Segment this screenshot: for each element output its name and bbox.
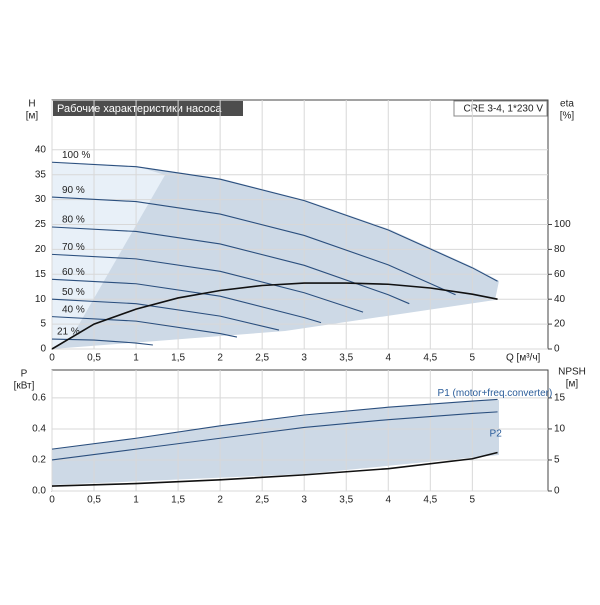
y-tick-label: 0.4 bbox=[32, 424, 46, 435]
y2-tick-label: 20 bbox=[554, 319, 566, 330]
series-label: 70 % bbox=[62, 242, 85, 253]
x-tick-label: 2 bbox=[217, 495, 223, 506]
y2-tick-label: 5 bbox=[554, 455, 560, 466]
curve bbox=[51, 316, 238, 338]
y-label: P bbox=[21, 369, 28, 380]
series-label: 40 % bbox=[62, 304, 85, 315]
y-tick-label: 5 bbox=[40, 319, 46, 330]
series-label: 100 % bbox=[62, 150, 90, 161]
y2-label: eta bbox=[560, 99, 574, 110]
x-label: Q [м³/ч] bbox=[506, 353, 541, 364]
y2-tick-label: 15 bbox=[554, 393, 566, 404]
y-tick-label: 20 bbox=[35, 244, 47, 255]
y2-unit: [м] bbox=[566, 379, 579, 390]
y2-tick-label: 0 bbox=[554, 344, 560, 355]
curve bbox=[51, 278, 322, 324]
x-tick-label: 4 bbox=[385, 495, 391, 506]
title-box bbox=[53, 101, 243, 116]
y-tick-label: 0.2 bbox=[32, 455, 46, 466]
series-label: 50 % bbox=[62, 287, 85, 298]
model-box bbox=[453, 100, 548, 117]
x-tick-label: 1,5 bbox=[171, 495, 185, 506]
x-tick-label: 4 bbox=[385, 353, 391, 364]
y-unit: [м] bbox=[26, 111, 39, 122]
y-tick-label: 15 bbox=[35, 269, 47, 280]
y-tick-label: 0.6 bbox=[32, 393, 46, 404]
curve bbox=[51, 398, 498, 450]
y2-tick-label: 80 bbox=[554, 244, 566, 255]
x-tick-label: 0 bbox=[49, 353, 55, 364]
y2-tick-label: 0 bbox=[554, 486, 560, 497]
series-label: 21 % bbox=[57, 327, 80, 338]
x-tick-label: 3,5 bbox=[339, 353, 353, 364]
x-tick-label: 0 bbox=[49, 495, 55, 506]
x-tick-label: 4,5 bbox=[423, 495, 437, 506]
y-tick-label: 30 bbox=[35, 194, 47, 205]
y2-tick-label: 60 bbox=[554, 269, 566, 280]
x-tick-label: 2 bbox=[217, 353, 223, 364]
curve bbox=[51, 338, 153, 346]
x-tick-label: 5 bbox=[470, 353, 476, 364]
x-tick-label: 3 bbox=[301, 353, 307, 364]
y-tick-label: 0.0 bbox=[32, 486, 46, 497]
x-tick-label: 1 bbox=[133, 495, 139, 506]
x-tick-label: 3 bbox=[301, 495, 307, 506]
y-tick-label: 40 bbox=[35, 144, 47, 155]
series-label: 80 % bbox=[62, 215, 85, 226]
curve bbox=[51, 298, 280, 331]
curve bbox=[51, 253, 364, 313]
y2-unit: [%] bbox=[560, 111, 575, 122]
x-tick-label: 1 bbox=[133, 353, 139, 364]
curve bbox=[51, 411, 498, 461]
y-tick-label: 35 bbox=[35, 169, 47, 180]
curve bbox=[51, 282, 498, 350]
x-tick-label: 0,5 bbox=[87, 495, 101, 506]
series-label: 60 % bbox=[62, 267, 85, 278]
series-label: P2 bbox=[490, 429, 503, 440]
y2-tick-label: 100 bbox=[554, 219, 571, 230]
curve bbox=[51, 161, 498, 282]
y2-tick-label: 10 bbox=[554, 424, 566, 435]
chart-title: Рабочие характеристики насоса bbox=[57, 103, 222, 115]
x-tick-label: 0,5 bbox=[87, 353, 101, 364]
series-label: 90 % bbox=[62, 185, 85, 196]
y-tick-label: 0 bbox=[40, 344, 46, 355]
x-tick-label: 3,5 bbox=[339, 495, 353, 506]
y-tick-label: 10 bbox=[35, 294, 47, 305]
curve bbox=[51, 226, 410, 305]
x-tick-label: 2,5 bbox=[255, 353, 269, 364]
model-label: CRE 3-4, 1*230 V bbox=[464, 104, 544, 115]
curve bbox=[51, 451, 498, 487]
y-tick-label: 25 bbox=[35, 219, 47, 230]
series-label: P1 (motor+freq.converter) bbox=[438, 388, 553, 399]
curve bbox=[51, 196, 456, 296]
y2-tick-label: 40 bbox=[554, 294, 566, 305]
y-label: H bbox=[28, 99, 35, 110]
x-tick-label: 4,5 bbox=[423, 353, 437, 364]
power-area bbox=[52, 400, 499, 485]
x-tick-label: 5 bbox=[470, 495, 476, 506]
y2-label: NPSH bbox=[558, 367, 586, 378]
operating-area-light bbox=[52, 161, 165, 349]
x-tick-label: 1,5 bbox=[171, 353, 185, 364]
x-tick-label: 2,5 bbox=[255, 495, 269, 506]
y-unit: [кВт] bbox=[14, 381, 35, 392]
